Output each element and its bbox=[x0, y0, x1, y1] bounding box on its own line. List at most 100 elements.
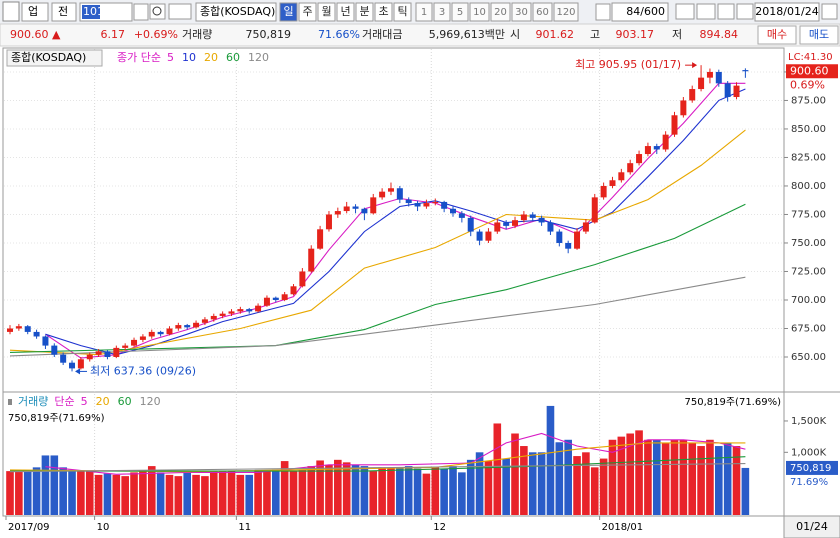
interval-button[interactable] bbox=[433, 2, 451, 22]
search-button[interactable] bbox=[149, 3, 166, 20]
panel-marker bbox=[8, 399, 12, 405]
scope-select[interactable] bbox=[51, 2, 77, 22]
volume-bar bbox=[68, 469, 76, 515]
ma-line bbox=[45, 432, 746, 475]
legend-title: 종가 단순 bbox=[117, 51, 161, 64]
settings-button[interactable] bbox=[736, 3, 754, 20]
volume-bar bbox=[272, 469, 280, 515]
interval-button[interactable] bbox=[553, 2, 579, 22]
quote-amount: 5,969,613백만 bbox=[429, 28, 505, 41]
volume-bar bbox=[528, 452, 537, 515]
interval-label: 60 bbox=[536, 7, 549, 18]
y-tick-label: 875.00 bbox=[791, 95, 826, 106]
y-tick-label: 850.00 bbox=[791, 124, 826, 135]
x-tick-label: 12 bbox=[433, 522, 446, 533]
quote-high: 903.17 bbox=[616, 28, 655, 41]
candle-body bbox=[157, 331, 164, 335]
candle-body bbox=[60, 354, 67, 363]
volume-bar bbox=[387, 467, 395, 515]
volume-bar bbox=[378, 467, 386, 515]
period-button[interactable] bbox=[298, 2, 317, 22]
interval-label: 1 bbox=[421, 7, 427, 18]
candle-body bbox=[210, 315, 217, 320]
period-label: 일 bbox=[283, 4, 293, 18]
volume-bar bbox=[697, 446, 705, 515]
interval-button[interactable] bbox=[511, 2, 532, 22]
y-tick-label: 1,000K bbox=[791, 447, 827, 458]
candle-body bbox=[370, 197, 377, 214]
volume-bar bbox=[573, 456, 581, 515]
volume-bar bbox=[537, 452, 546, 515]
period-button[interactable] bbox=[355, 2, 374, 22]
candle-body bbox=[69, 362, 76, 369]
volume-bar bbox=[564, 439, 572, 515]
last-price: 900.60 bbox=[790, 64, 829, 77]
period-button[interactable] bbox=[279, 2, 298, 22]
interval-button[interactable] bbox=[451, 2, 469, 22]
calendar-button[interactable] bbox=[821, 3, 838, 20]
candle-body bbox=[476, 231, 483, 241]
candle-body bbox=[104, 351, 111, 357]
period-button[interactable] bbox=[374, 2, 393, 22]
quote-volume-label: 거래량 bbox=[182, 28, 212, 41]
candle-body bbox=[343, 206, 350, 212]
volume-bar bbox=[590, 467, 599, 515]
candle-body bbox=[201, 319, 208, 323]
volume-bar bbox=[147, 466, 156, 515]
volume-bar bbox=[511, 433, 519, 515]
interval-button[interactable] bbox=[415, 2, 433, 22]
period-button[interactable] bbox=[393, 2, 412, 22]
period-button[interactable] bbox=[317, 2, 336, 22]
volume-bar bbox=[360, 466, 369, 515]
search-icon bbox=[152, 6, 162, 16]
interval-label: 5 bbox=[457, 7, 463, 18]
tool-button[interactable] bbox=[696, 3, 716, 20]
buy-button[interactable] bbox=[757, 25, 797, 45]
candle-body bbox=[458, 213, 465, 218]
candle-body bbox=[139, 336, 146, 340]
interval-button[interactable] bbox=[490, 2, 511, 22]
candle-body bbox=[255, 305, 262, 312]
volume-bar bbox=[458, 472, 466, 515]
volume-bar bbox=[23, 470, 32, 515]
volume-bar bbox=[103, 473, 112, 515]
sound-button[interactable] bbox=[168, 3, 192, 20]
menu-icon[interactable] bbox=[2, 1, 20, 22]
interval-button[interactable] bbox=[469, 2, 490, 22]
market-select[interactable] bbox=[21, 2, 49, 22]
volume-bar bbox=[325, 464, 333, 515]
legend-entry: 60 bbox=[118, 395, 132, 408]
volume-bar bbox=[289, 471, 298, 515]
dropdown[interactable] bbox=[133, 3, 149, 21]
buy-label: 매수 bbox=[767, 28, 787, 41]
dropdown[interactable] bbox=[595, 3, 611, 21]
candle-body bbox=[86, 354, 93, 360]
chart-title: 거래량 bbox=[18, 395, 48, 408]
last-price-box bbox=[786, 64, 838, 79]
volume-bar bbox=[316, 460, 324, 515]
candle-body bbox=[15, 326, 22, 329]
quote-amount-label: 거래대금 bbox=[362, 28, 402, 41]
candle-body bbox=[627, 163, 634, 173]
period-button[interactable] bbox=[336, 2, 355, 22]
candle-body bbox=[520, 214, 527, 221]
date-input[interactable] bbox=[754, 2, 820, 22]
sell-button[interactable] bbox=[799, 25, 839, 45]
candle-body bbox=[450, 208, 456, 214]
x-tick-label: 11 bbox=[238, 522, 251, 533]
volume-bar bbox=[245, 474, 254, 515]
last-volume: 750,819 bbox=[790, 463, 831, 474]
interval-button[interactable] bbox=[532, 2, 553, 22]
last-change: LC:41.30 bbox=[788, 52, 833, 63]
tool-button[interactable] bbox=[675, 3, 695, 20]
volume-bar bbox=[156, 472, 165, 515]
legend-entry: 120 bbox=[140, 395, 161, 408]
interval-label: 120 bbox=[556, 7, 575, 18]
tool-button[interactable] bbox=[717, 3, 735, 20]
candle-body bbox=[653, 146, 660, 150]
volume-bar bbox=[342, 462, 351, 515]
volume-bar bbox=[139, 471, 147, 515]
volume-bar bbox=[608, 439, 617, 515]
volume-bar bbox=[15, 469, 23, 515]
volume-bar bbox=[502, 458, 510, 515]
